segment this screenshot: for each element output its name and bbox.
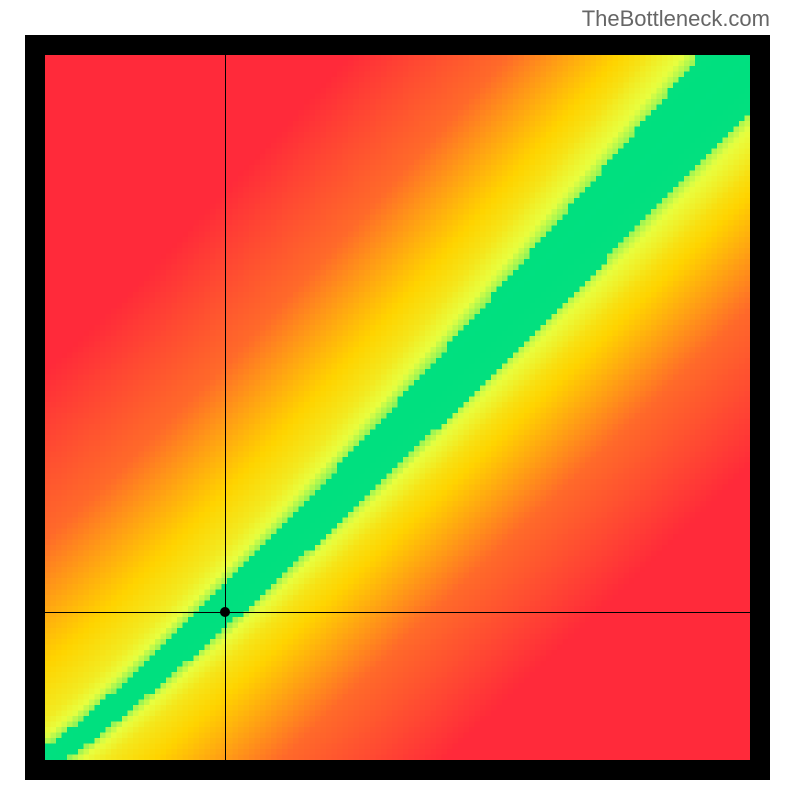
crosshair-vertical <box>225 55 226 760</box>
chart-container: TheBottleneck.com <box>0 0 800 800</box>
watermark-text: TheBottleneck.com <box>582 6 770 32</box>
heatmap-canvas <box>45 55 750 760</box>
crosshair-horizontal <box>45 612 750 613</box>
crosshair-marker <box>220 607 230 617</box>
plot-area <box>45 55 750 760</box>
plot-outer-frame <box>25 35 770 780</box>
